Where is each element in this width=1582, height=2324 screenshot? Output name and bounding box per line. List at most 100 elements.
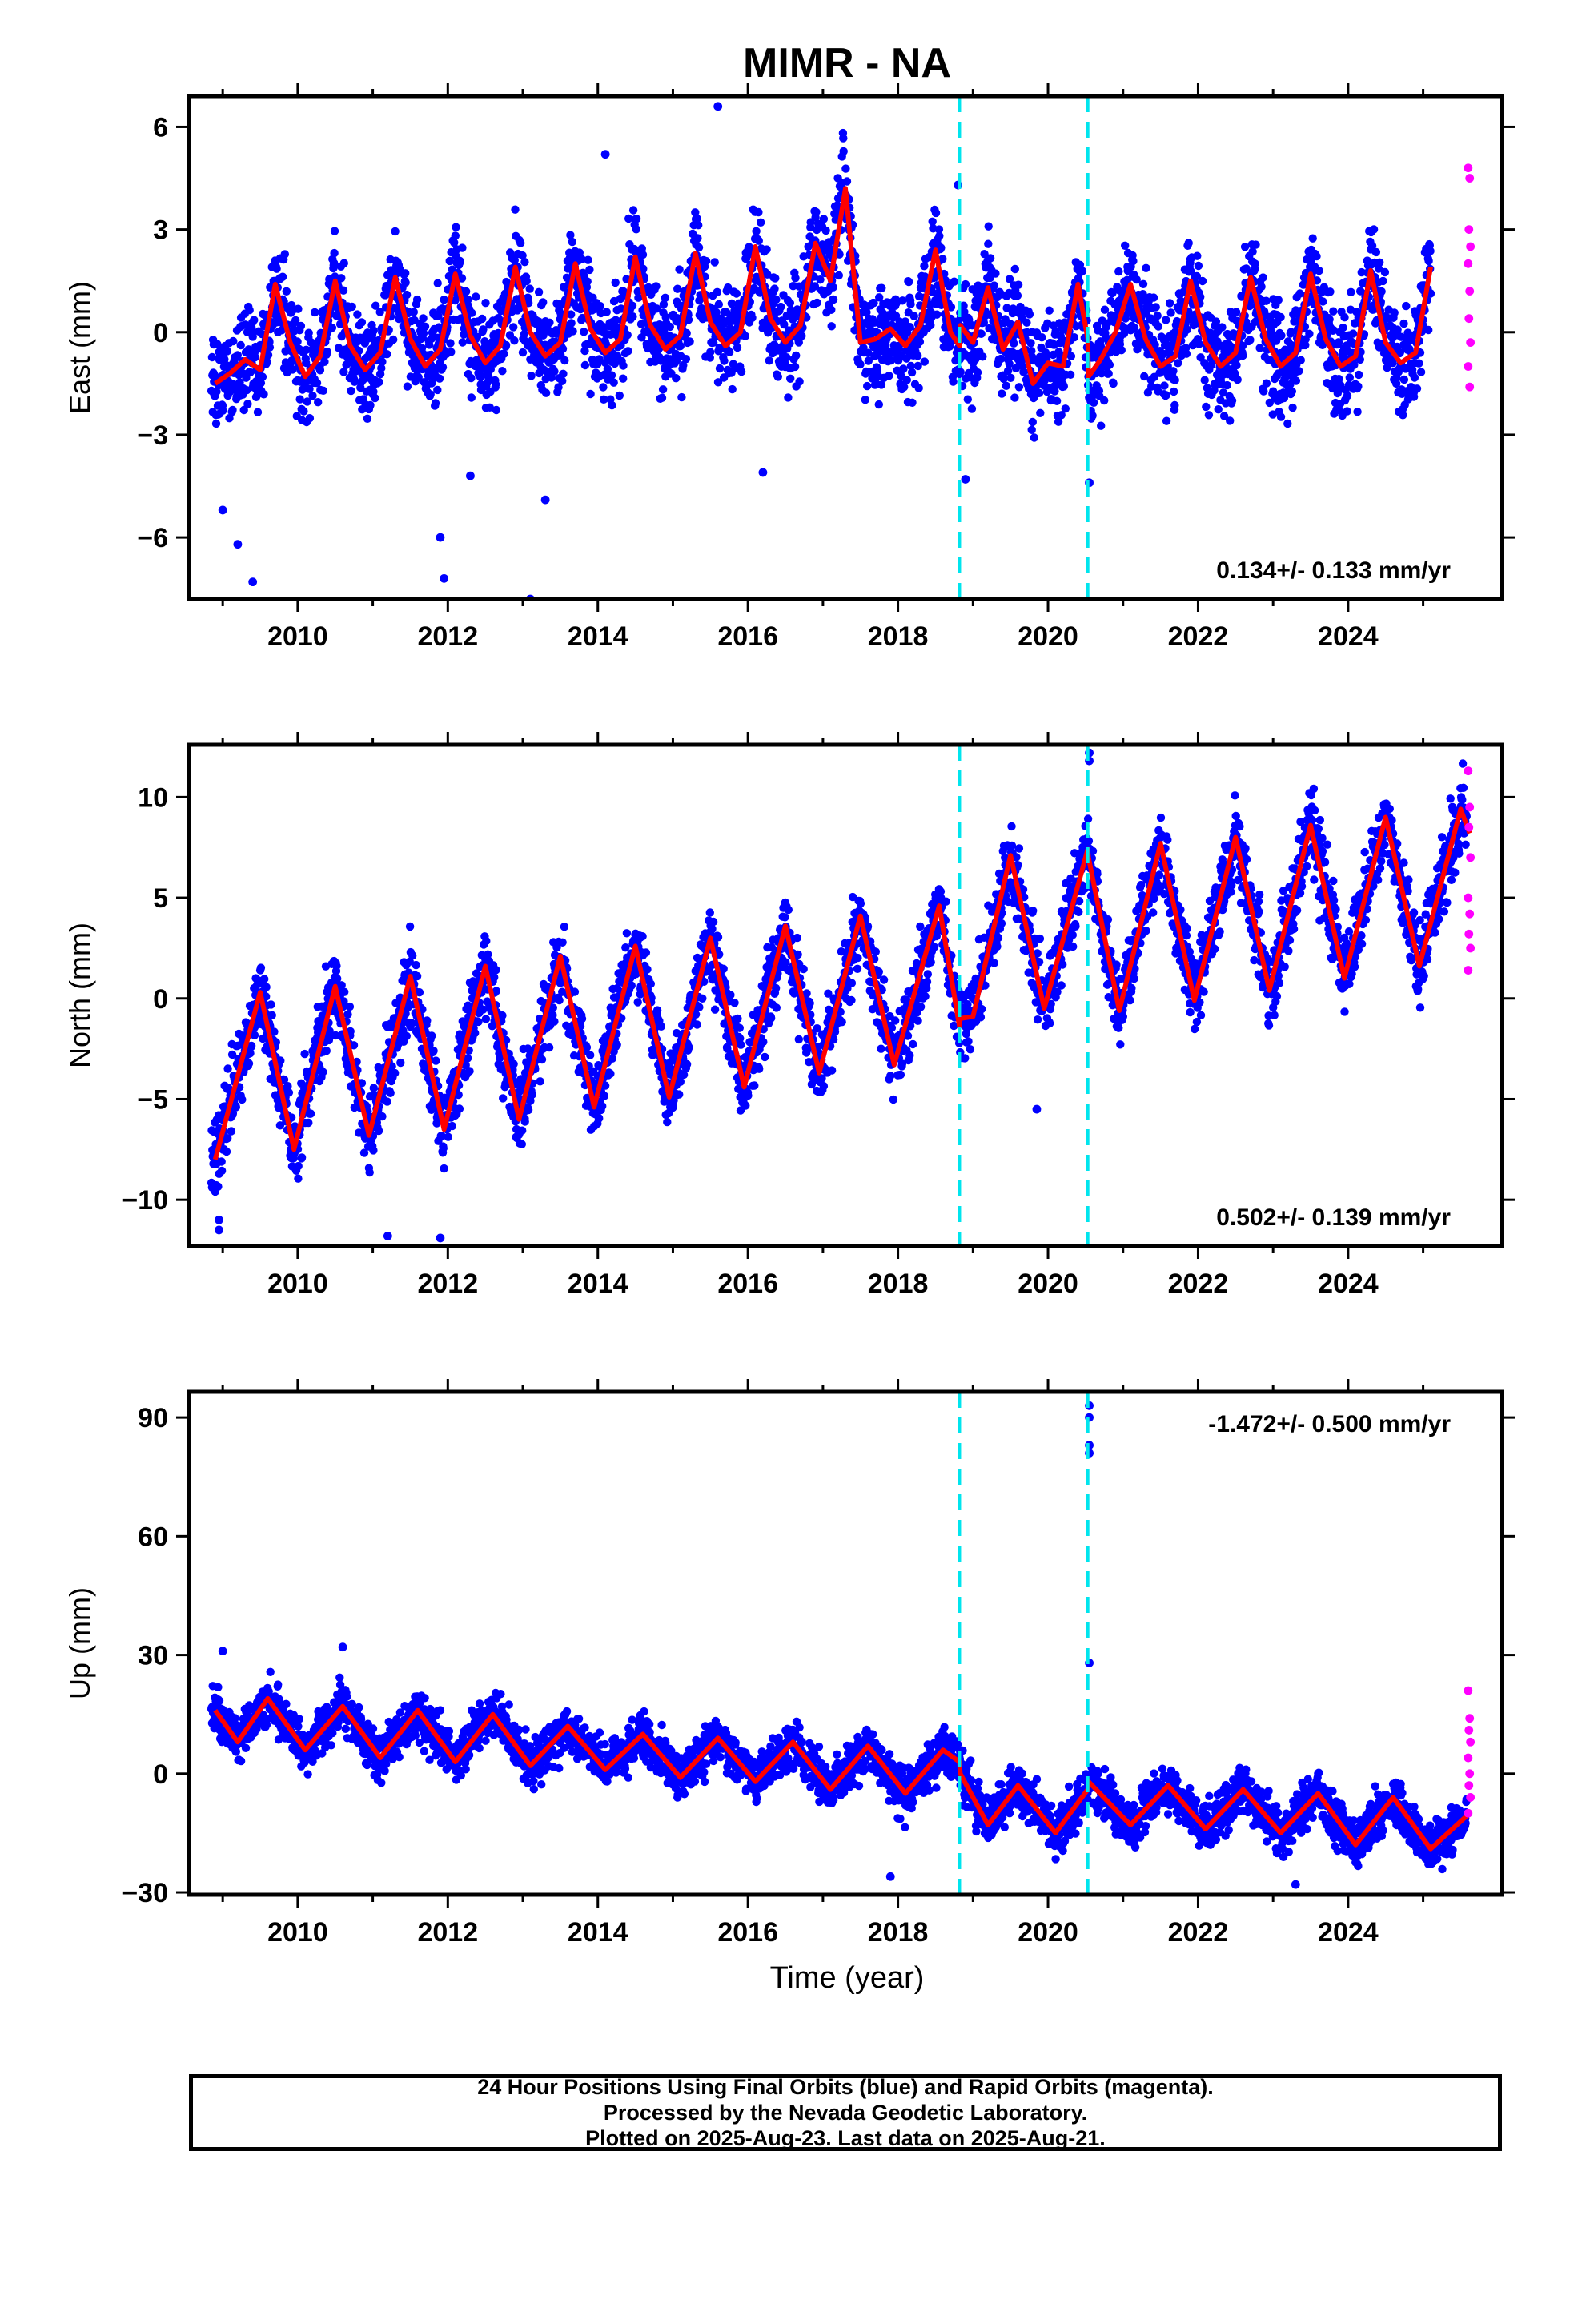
final-orbit-point — [963, 395, 973, 404]
final-orbit-point — [284, 1088, 294, 1097]
final-orbit-point — [733, 343, 742, 352]
final-orbit-point — [1271, 336, 1281, 345]
final-orbit-point — [491, 380, 500, 389]
x-tick-label: 2014 — [568, 621, 628, 652]
final-orbit-point — [405, 922, 415, 931]
final-orbit-point — [431, 364, 440, 373]
final-orbit-point — [1356, 287, 1365, 296]
final-orbit-point — [612, 1040, 621, 1049]
final-orbit-point — [638, 250, 648, 259]
final-orbit-point — [371, 301, 380, 310]
final-orbit-point — [1239, 351, 1247, 360]
final-orbit-point — [1262, 296, 1271, 305]
final-orbit-point — [741, 254, 751, 263]
final-orbit-point — [1442, 0, 1450, 4]
final-orbit-point — [757, 218, 765, 227]
final-orbit-point — [568, 327, 577, 336]
final-orbit-point — [1238, 341, 1247, 350]
final-orbit-point — [500, 349, 508, 358]
final-orbit-point — [1030, 433, 1039, 442]
final-orbit-point — [445, 256, 454, 266]
final-orbit-point — [1343, 407, 1351, 416]
final-orbit-point — [1214, 405, 1223, 414]
final-orbit-point — [333, 974, 342, 983]
final-orbit-point — [1162, 391, 1170, 400]
final-orbit-point — [639, 264, 648, 273]
x-tick-label: 2010 — [267, 621, 328, 652]
final-orbit-point — [1088, 411, 1097, 420]
final-orbit-point — [968, 321, 977, 330]
final-orbit-point — [357, 318, 367, 327]
final-orbit-point — [1295, 367, 1303, 376]
final-orbit-point — [1097, 421, 1106, 430]
final-orbit-point — [659, 300, 669, 309]
final-orbit-point — [1140, 372, 1149, 381]
final-orbit-point — [582, 1043, 592, 1052]
final-orbit-point — [247, 1041, 256, 1051]
final-orbit-point — [305, 384, 314, 393]
final-orbit-point — [1375, 258, 1384, 267]
final-orbit-point — [444, 1132, 452, 1141]
final-orbit-point — [961, 279, 970, 289]
final-orbit-point — [863, 381, 872, 391]
final-orbit-point — [1353, 408, 1362, 416]
x-tick-label: 2020 — [1018, 621, 1078, 652]
final-orbit-point — [229, 336, 238, 346]
final-orbit-point — [492, 405, 501, 415]
final-orbit-point — [458, 338, 467, 347]
final-orbit-point — [377, 364, 386, 372]
x-tick-label: 2024 — [1318, 621, 1379, 652]
final-orbit-point — [1451, 0, 1459, 4]
final-orbit-point — [900, 383, 909, 392]
final-orbit-point — [511, 205, 520, 214]
final-orbit-point — [245, 306, 254, 315]
final-orbit-point — [1277, 331, 1286, 340]
final-orbit-point — [785, 299, 794, 308]
y-axis-label-east: East (mm) — [63, 281, 96, 414]
final-orbit-point — [961, 475, 970, 484]
final-orbit-point — [906, 361, 916, 371]
final-orbit-point — [1438, 0, 1446, 4]
final-orbit-point — [672, 374, 681, 383]
final-orbit-point — [1456, 0, 1464, 4]
final-orbit-point — [452, 223, 460, 231]
final-orbit-point — [458, 243, 467, 252]
final-orbit-point — [1010, 339, 1018, 348]
final-orbit-point — [526, 1096, 535, 1106]
final-orbit-point — [1142, 263, 1150, 272]
final-orbit-point — [223, 1064, 232, 1073]
final-orbit-point — [1439, 0, 1447, 4]
final-orbit-point — [479, 1005, 488, 1014]
final-orbit-point — [977, 329, 986, 338]
final-orbit-point — [467, 393, 476, 402]
final-orbit-point — [461, 287, 471, 296]
final-orbit-point — [1002, 304, 1011, 312]
final-orbit-point — [476, 372, 485, 382]
final-orbit-point — [677, 392, 686, 402]
final-orbit-point — [248, 577, 258, 587]
final-orbit-point — [908, 398, 917, 407]
final-orbit-point — [1104, 369, 1113, 378]
final-orbit-point — [490, 973, 499, 982]
final-orbit-point — [973, 368, 982, 377]
final-orbit-point — [1443, 0, 1452, 4]
final-orbit-point — [276, 1056, 285, 1065]
y-tick-label: 6 — [153, 112, 168, 143]
final-orbit-point — [314, 398, 323, 407]
final-orbit-point — [1162, 316, 1170, 324]
final-orbit-point — [439, 1144, 448, 1152]
final-orbit-point — [907, 368, 917, 377]
final-orbit-point — [1428, 0, 1436, 4]
final-orbit-point — [1458, 0, 1466, 4]
final-orbit-point — [1050, 387, 1059, 396]
final-orbit-point — [402, 290, 412, 300]
final-orbit-point — [1442, 0, 1450, 4]
final-orbit-point — [600, 1081, 610, 1090]
final-orbit-point — [1374, 264, 1383, 273]
final-orbit-point — [1193, 251, 1202, 260]
final-orbit-point — [1355, 370, 1363, 380]
final-orbit-point — [467, 373, 476, 383]
final-orbit-point — [637, 244, 646, 253]
final-orbit-point — [810, 282, 820, 291]
